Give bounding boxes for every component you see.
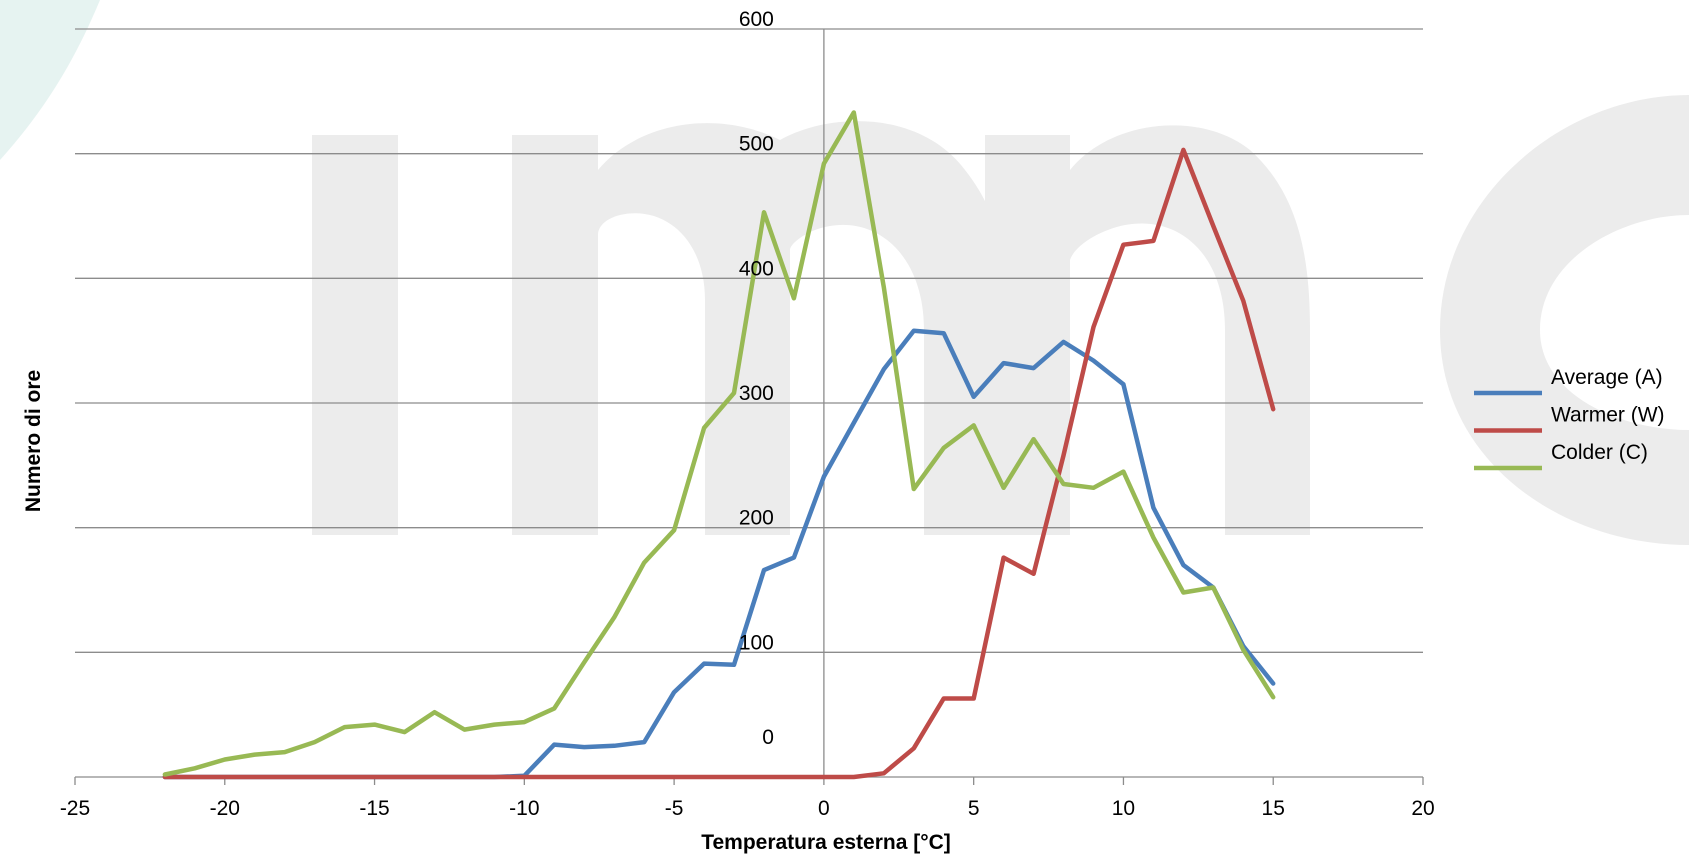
x-tick-label: -15 xyxy=(359,797,389,820)
x-tick-label: -5 xyxy=(665,797,684,820)
legend-label: Average (A) xyxy=(1551,366,1663,389)
y-tick-label: 400 xyxy=(739,257,774,280)
x-tick-label: 10 xyxy=(1112,797,1135,820)
legend-label: Warmer (W) xyxy=(1551,404,1665,427)
x-tick-label: 0 xyxy=(818,797,830,820)
y-axis-title: Numero di ore xyxy=(22,370,45,512)
watermark-letter-m xyxy=(512,121,1010,536)
legend-label: Colder (C) xyxy=(1551,441,1648,464)
x-axis-title: Temperatura esterna [°C] xyxy=(701,831,951,854)
watermark-letter-i xyxy=(312,135,398,535)
x-tick-label: -20 xyxy=(210,797,240,820)
x-tick-label: -25 xyxy=(60,797,90,820)
x-tick-label: 15 xyxy=(1262,797,1285,820)
watermark-letter-n xyxy=(985,125,1310,535)
series-lines xyxy=(162,110,1276,780)
x-tick-label: -10 xyxy=(509,797,539,820)
gridlines xyxy=(75,28,1423,653)
tick-labels: 0 100 200 300 400 500 600 -25 -20 -15 -10 -5 0 5 10 15 2… xyxy=(60,8,1435,820)
y-tick-label: 0 xyxy=(762,726,774,749)
series-line-3 xyxy=(162,110,1276,777)
watermark-logo xyxy=(0,0,1689,545)
legend: Average (A) Warmer (W) Colder (C) xyxy=(1474,366,1665,471)
y-tick-label: 500 xyxy=(739,133,774,156)
x-tick-label: 20 xyxy=(1411,797,1434,820)
watermark-letter-o xyxy=(1440,95,1689,545)
x-tick-label: 5 xyxy=(968,797,980,820)
y-tick-label: 200 xyxy=(739,507,774,530)
y-tick-label: 600 xyxy=(739,8,774,31)
y-tick-label: 100 xyxy=(739,631,774,654)
watermark-teal-arc xyxy=(0,0,100,160)
y-tick-label: 300 xyxy=(739,382,774,405)
series-line-2 xyxy=(162,147,1276,780)
